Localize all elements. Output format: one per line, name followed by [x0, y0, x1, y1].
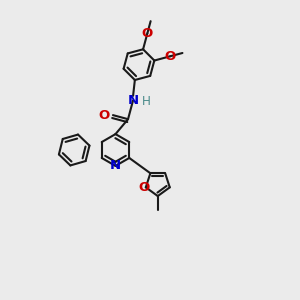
Text: O: O: [165, 50, 176, 63]
Text: O: O: [142, 27, 153, 40]
Text: N: N: [110, 159, 121, 172]
Text: O: O: [98, 109, 110, 122]
Text: H: H: [142, 95, 150, 108]
Text: N: N: [128, 94, 139, 107]
Text: O: O: [139, 181, 150, 194]
